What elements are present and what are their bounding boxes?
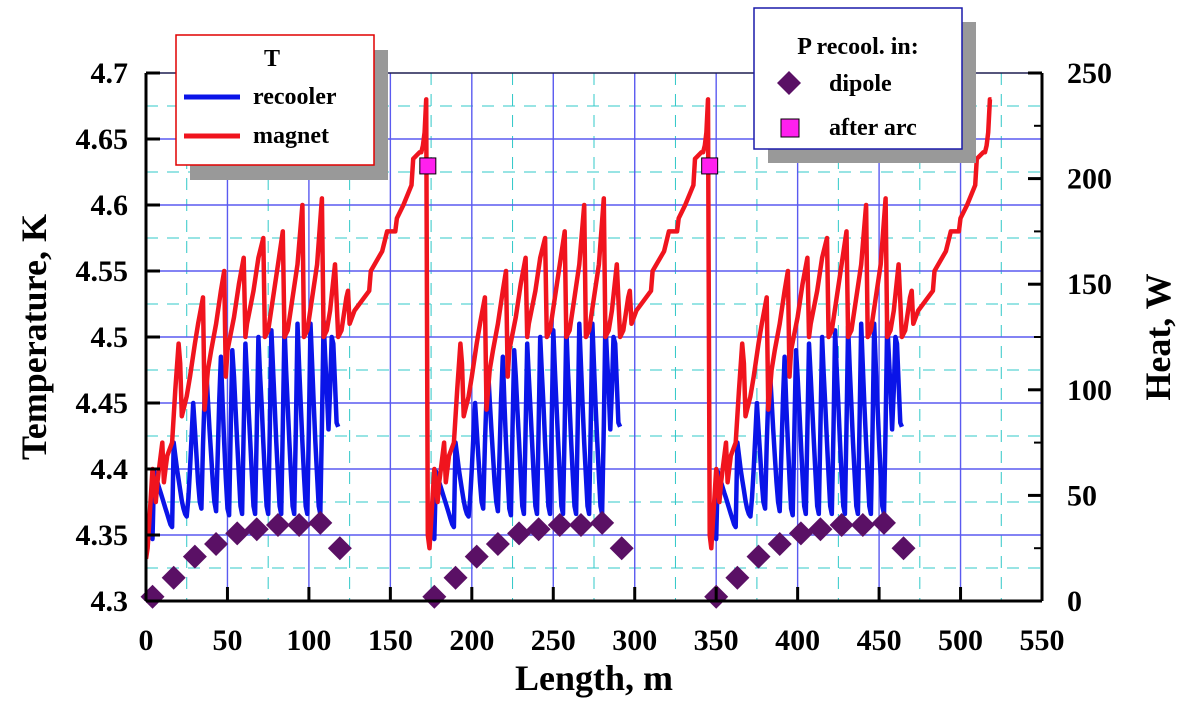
marker-dipole bbox=[464, 544, 489, 569]
y-tick-label: 4.55 bbox=[76, 255, 129, 288]
x-tick-label: 450 bbox=[857, 624, 902, 657]
series-line-recooler bbox=[707, 318, 904, 542]
marker-dipole bbox=[850, 512, 875, 537]
marker-dipole bbox=[767, 531, 792, 556]
x-tick-label: 0 bbox=[139, 624, 154, 657]
y-tick-label: 4.3 bbox=[91, 585, 129, 618]
y-tick-label: 4.7 bbox=[91, 57, 129, 90]
legend-label-dipole: dipole bbox=[829, 71, 892, 97]
x-tick-label: 100 bbox=[286, 624, 331, 657]
y-tick-label: 4.4 bbox=[91, 453, 129, 486]
legend-temperature: T recooler magnet bbox=[175, 34, 388, 180]
series-line-magnet bbox=[146, 97, 993, 560]
x-axis-title: Length, m bbox=[515, 658, 673, 698]
marker-dipole bbox=[485, 531, 510, 556]
marker-dipole bbox=[507, 521, 532, 546]
marker-dipole bbox=[788, 521, 813, 546]
x-tick-label: 500 bbox=[938, 624, 983, 657]
x-tick-label: 150 bbox=[368, 624, 413, 657]
x-tick-label: 200 bbox=[449, 624, 494, 657]
y-tick-label: 4.35 bbox=[76, 519, 129, 552]
y2-tick-label: 250 bbox=[1067, 57, 1112, 90]
tick-labels: 0 50 100 150 200 250 300 350 400 450 500 5504.34.35… bbox=[76, 57, 1113, 657]
legend-heat: P recool. in: dipole after arc bbox=[753, 7, 976, 163]
marker-dipole bbox=[547, 512, 572, 537]
marker-dipole bbox=[308, 510, 333, 535]
marker-dipole bbox=[808, 517, 833, 542]
marker-dipole bbox=[422, 584, 447, 609]
legend-title: P recool. in: bbox=[797, 34, 919, 60]
series-line-recooler bbox=[146, 318, 341, 542]
x-tick-label: 50 bbox=[212, 624, 242, 657]
legend-marker-after-arc bbox=[780, 118, 800, 138]
marker-dipole bbox=[590, 510, 615, 535]
legend-title: T bbox=[264, 46, 280, 72]
marker-dipole bbox=[725, 565, 750, 590]
x-tick-label: 300 bbox=[612, 624, 657, 657]
x-tick-label: 250 bbox=[531, 624, 576, 657]
marker-dipole bbox=[746, 544, 771, 569]
x-tick-label: 400 bbox=[775, 624, 820, 657]
y2-tick-label: 150 bbox=[1067, 268, 1112, 301]
marker-dipole bbox=[204, 531, 229, 556]
y2-tick-label: 50 bbox=[1067, 479, 1097, 512]
legend-box bbox=[175, 34, 375, 166]
marker-dipole bbox=[265, 512, 290, 537]
marker-dipole bbox=[871, 510, 896, 535]
y2-tick-label: 0 bbox=[1067, 585, 1082, 618]
legend-label-after-arc: after arc bbox=[829, 115, 917, 141]
markers bbox=[140, 157, 916, 609]
y2-tick-label: 100 bbox=[1067, 374, 1112, 407]
marker-dipole bbox=[244, 517, 269, 542]
marker-dipole bbox=[891, 536, 916, 561]
marker-dipole bbox=[526, 517, 551, 542]
legend-marker-dipole bbox=[777, 71, 801, 95]
y2-tick-label: 200 bbox=[1067, 163, 1112, 196]
x-tick-label: 350 bbox=[694, 624, 739, 657]
marker-dipole bbox=[568, 512, 593, 537]
marker-after-arc bbox=[419, 157, 437, 175]
marker-dipole bbox=[829, 512, 854, 537]
y-tick-label: 4.5 bbox=[91, 321, 129, 354]
legend-label-magnet: magnet bbox=[253, 123, 329, 149]
y-axis-title: Temperature, K bbox=[14, 214, 54, 460]
marker-dipole bbox=[225, 521, 250, 546]
y-tick-label: 4.65 bbox=[76, 123, 129, 156]
x-tick-label: 550 bbox=[1020, 624, 1065, 657]
marker-dipole bbox=[287, 512, 312, 537]
y-tick-label: 4.6 bbox=[91, 189, 129, 222]
marker-dipole bbox=[609, 536, 634, 561]
marker-dipole bbox=[443, 565, 468, 590]
legend-label-recooler: recooler bbox=[253, 84, 337, 110]
marker-dipole bbox=[161, 565, 186, 590]
series-lines bbox=[146, 97, 993, 560]
marker-dipole bbox=[327, 536, 352, 561]
marker-dipole bbox=[182, 544, 207, 569]
y-tick-label: 4.45 bbox=[76, 387, 129, 420]
series-line-recooler bbox=[425, 318, 623, 542]
marker-after-arc bbox=[701, 157, 719, 175]
y2-axis-title: Heat, W bbox=[1138, 273, 1178, 400]
